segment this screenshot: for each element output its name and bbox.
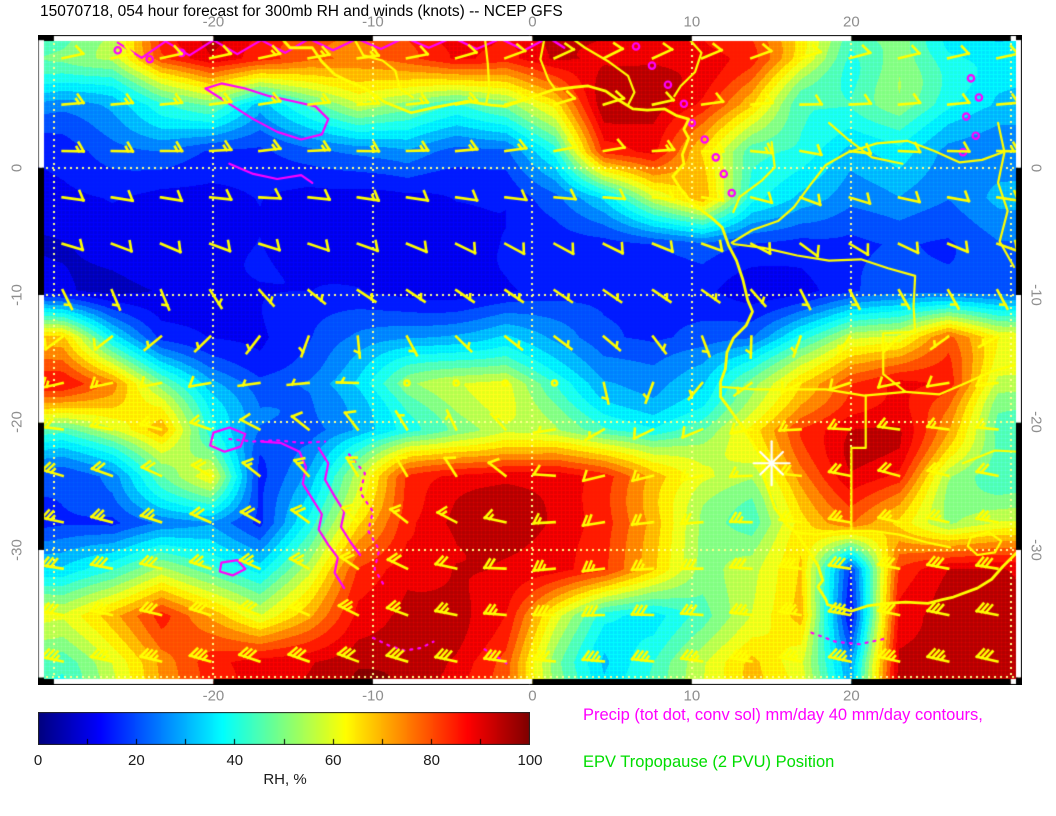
colorbar xyxy=(38,712,530,745)
colorbar-canvas xyxy=(38,712,530,745)
lat-tick-left: -20 xyxy=(8,411,26,434)
lat-tick-right: -30 xyxy=(1027,539,1045,561)
lat-tick-right: 0 xyxy=(1027,163,1045,172)
lon-tick-top: 20 xyxy=(843,13,860,31)
lon-tick-bottom: 20 xyxy=(843,687,860,705)
colorbar-tick-label: 100 xyxy=(517,752,543,769)
lon-tick-top: 0 xyxy=(528,13,537,31)
lon-tick-bottom: -10 xyxy=(362,687,384,705)
lat-tick-right: -10 xyxy=(1027,284,1045,306)
lon-tick-top: -20 xyxy=(202,13,225,31)
lat-tick-right: -20 xyxy=(1027,411,1045,434)
legend-precip: Precip (tot dot, conv sol) mm/day 40 mm/… xyxy=(583,706,983,724)
map-area xyxy=(38,35,1022,685)
colorbar-label: RH, % xyxy=(263,771,307,788)
colorbar-tick-label: 80 xyxy=(423,752,440,769)
legend-epv: EPV Tropopause (2 PVU) Position xyxy=(583,753,835,771)
plot-title: 15070718, 054 hour forecast for 300mb RH… xyxy=(40,3,563,20)
lon-tick-bottom: 0 xyxy=(528,687,537,705)
lat-tick-left: -30 xyxy=(8,539,26,561)
lat-tick-left: 0 xyxy=(8,163,26,172)
colorbar-tick-label: 40 xyxy=(226,752,244,769)
colorbar-tick-label: 60 xyxy=(324,752,342,769)
lon-tick-bottom: -20 xyxy=(202,687,225,705)
lat-tick-left: -10 xyxy=(8,284,26,306)
colorbar-tick-label: 0 xyxy=(33,752,43,769)
colorbar-tick-label: 20 xyxy=(128,752,145,769)
lon-tick-bottom: 10 xyxy=(683,687,701,705)
lon-tick-top: -10 xyxy=(362,13,384,31)
lon-tick-top: 10 xyxy=(683,13,701,31)
map-canvas xyxy=(38,35,1022,685)
